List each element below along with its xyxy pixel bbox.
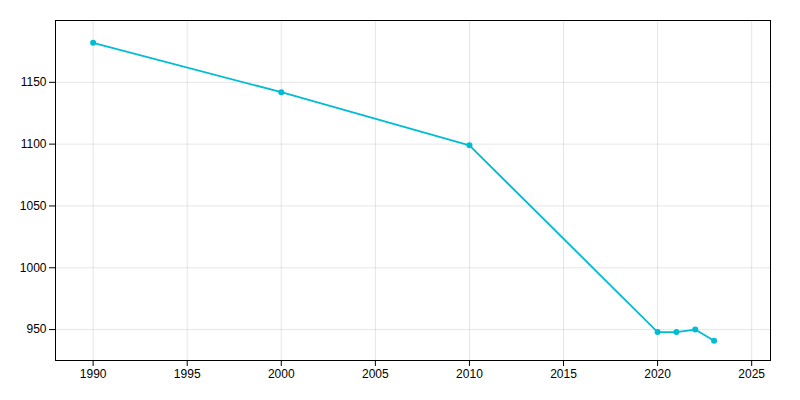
svg-text:1050: 1050 [20,199,47,213]
svg-text:1100: 1100 [21,137,47,151]
svg-text:2010: 2010 [456,367,483,381]
svg-text:950: 950 [26,322,46,336]
svg-text:2015: 2015 [550,367,577,381]
svg-text:1990: 1990 [80,367,107,381]
svg-text:2025: 2025 [738,367,765,381]
svg-text:2000: 2000 [268,367,295,381]
svg-text:1000: 1000 [20,261,47,275]
svg-text:1995: 1995 [174,367,201,381]
svg-text:2005: 2005 [362,367,389,381]
svg-text:1150: 1150 [21,75,47,89]
svg-text:2020: 2020 [644,367,671,381]
